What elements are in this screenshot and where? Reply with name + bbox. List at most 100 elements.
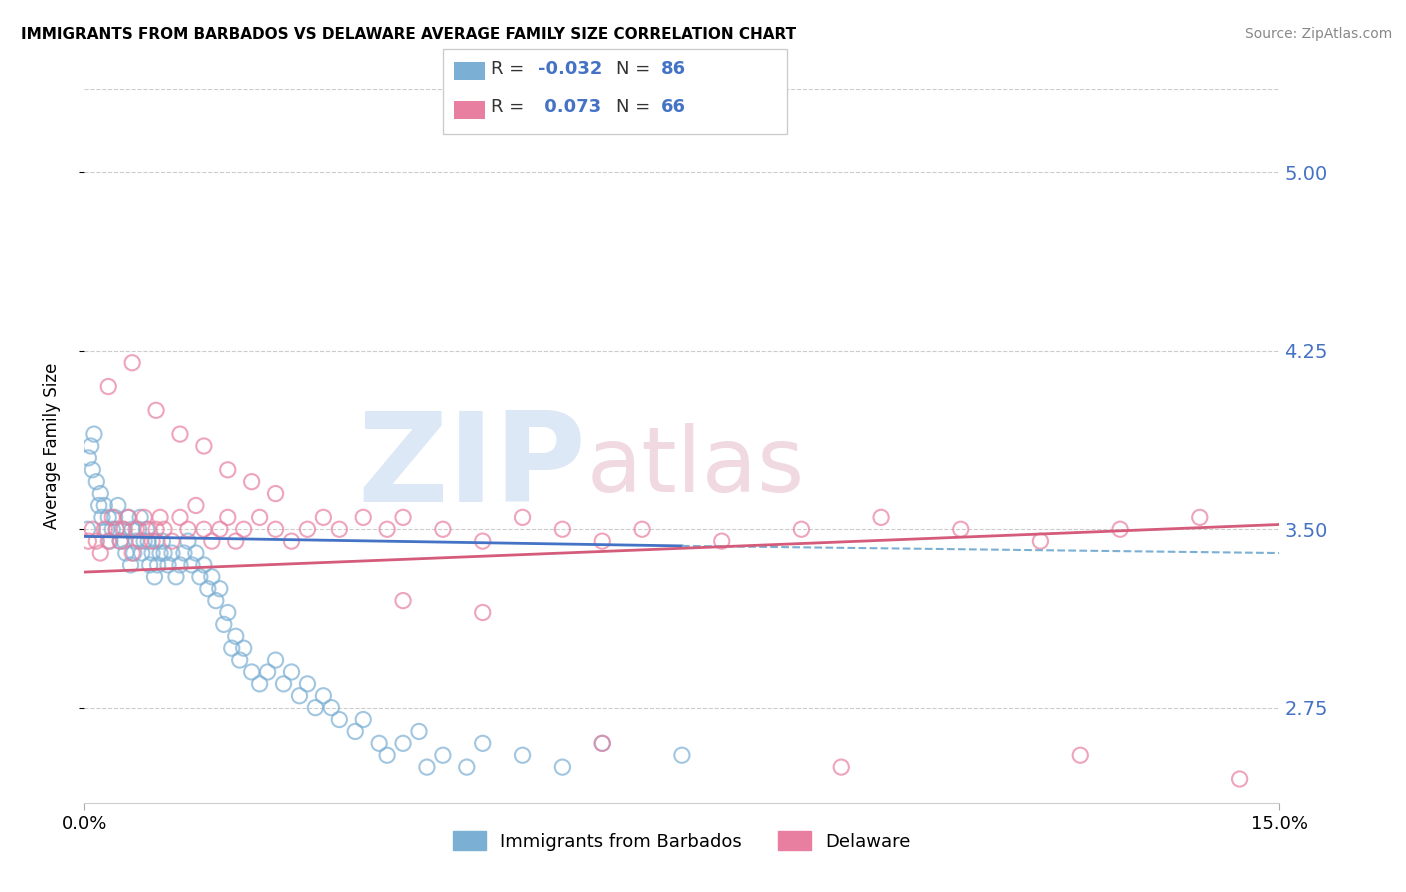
Point — [949, 522, 972, 536]
Point — [352, 510, 374, 524]
Point — [107, 499, 129, 513]
Point — [870, 510, 893, 524]
Point — [232, 522, 254, 536]
Point — [125, 522, 148, 536]
Point — [184, 546, 207, 560]
Text: atlas: atlas — [586, 424, 804, 511]
Point — [86, 475, 108, 489]
Point — [117, 510, 139, 524]
Point — [184, 499, 207, 513]
Point — [87, 499, 110, 513]
Point — [146, 558, 169, 572]
Point — [131, 546, 153, 560]
Point — [631, 522, 654, 536]
Point — [312, 689, 335, 703]
Point — [591, 534, 613, 549]
Point — [193, 522, 215, 536]
Point — [1229, 772, 1251, 786]
Point — [173, 546, 195, 560]
Point — [145, 403, 167, 417]
Point — [153, 522, 176, 536]
Point — [392, 736, 415, 750]
Point — [368, 736, 391, 750]
Point — [790, 522, 813, 536]
Point — [591, 736, 613, 750]
Text: N =: N = — [616, 98, 655, 116]
Point — [97, 379, 120, 393]
Point — [90, 510, 112, 524]
Point — [97, 510, 120, 524]
Point — [551, 760, 574, 774]
Point — [229, 653, 252, 667]
Point — [256, 665, 278, 679]
Point — [188, 570, 211, 584]
Point — [80, 439, 103, 453]
Point — [591, 736, 613, 750]
Point — [160, 534, 183, 549]
Point — [135, 522, 157, 536]
Text: -0.032: -0.032 — [538, 60, 603, 78]
Text: 66: 66 — [661, 98, 686, 116]
Text: ZIP: ZIP — [357, 407, 586, 528]
Point — [121, 546, 143, 560]
Point — [101, 522, 124, 536]
Point — [471, 534, 494, 549]
Point — [249, 510, 271, 524]
Point — [143, 570, 166, 584]
Point — [375, 522, 398, 536]
Point — [193, 439, 215, 453]
Point — [83, 427, 105, 442]
Point — [132, 510, 156, 524]
Point — [551, 522, 574, 536]
Point — [225, 534, 247, 549]
Point — [152, 534, 174, 549]
Point — [193, 558, 215, 572]
Text: R =: R = — [491, 98, 530, 116]
Point — [240, 665, 263, 679]
Point — [280, 665, 302, 679]
Legend: Immigrants from Barbados, Delaware: Immigrants from Barbados, Delaware — [446, 824, 918, 858]
Point — [456, 760, 478, 774]
Point — [105, 522, 128, 536]
Point — [149, 510, 172, 524]
Point — [432, 522, 454, 536]
Point — [125, 534, 148, 549]
Point — [136, 534, 159, 549]
Point — [1109, 522, 1132, 536]
Text: R =: R = — [491, 60, 530, 78]
Text: 86: 86 — [661, 60, 686, 78]
Point — [344, 724, 367, 739]
Point — [114, 546, 136, 560]
Point — [512, 510, 534, 524]
Point — [145, 534, 167, 549]
Point — [97, 534, 120, 549]
Point — [240, 475, 263, 489]
Point — [96, 522, 118, 536]
Point — [121, 356, 143, 370]
Point — [104, 510, 127, 524]
Point — [112, 522, 135, 536]
Point — [288, 689, 311, 703]
Point — [149, 546, 172, 560]
Point — [304, 700, 326, 714]
Point — [221, 641, 243, 656]
Point — [110, 534, 132, 549]
Point — [375, 748, 398, 763]
Point — [169, 558, 191, 572]
Point — [205, 593, 228, 607]
Point — [273, 677, 295, 691]
Point — [145, 522, 167, 536]
Point — [1029, 534, 1052, 549]
Point — [76, 522, 98, 536]
Point — [208, 522, 231, 536]
Point — [111, 522, 134, 536]
Point — [264, 653, 287, 667]
Point — [138, 558, 160, 572]
Point — [225, 629, 247, 643]
Point — [201, 534, 224, 549]
Text: N =: N = — [616, 60, 655, 78]
Point — [416, 760, 439, 774]
Point — [232, 641, 254, 656]
Point — [177, 522, 200, 536]
Point — [157, 558, 180, 572]
